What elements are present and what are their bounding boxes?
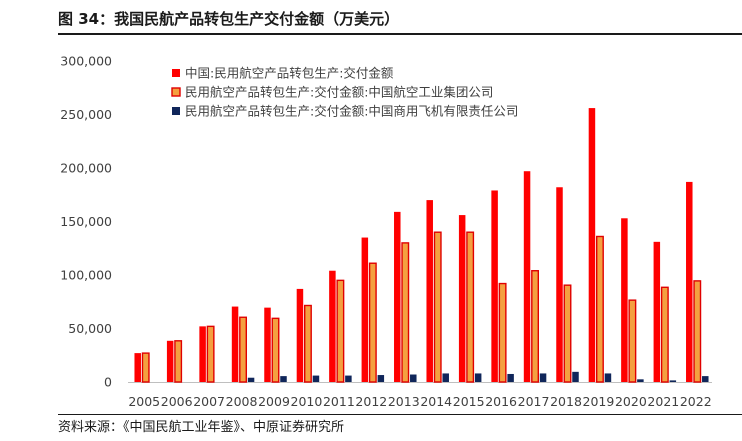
bar-series-3-2008 — [247, 377, 255, 382]
bar-series-2-2022 — [693, 280, 702, 383]
x-tick-label: 2016 — [485, 394, 517, 409]
source-rule — [58, 414, 742, 415]
source-note: 资料来源：《中国民航工业年鉴》、中原证券研究所 — [58, 420, 345, 435]
bar-series-3-2010 — [312, 375, 320, 382]
bar-series-2-2015 — [466, 231, 475, 383]
x-tick-label: 2015 — [453, 394, 485, 409]
x-tick-label: 2022 — [680, 394, 712, 409]
bar-series-3-2018 — [572, 371, 579, 382]
bar-series-1-2010 — [296, 288, 304, 382]
bar-series-1-2014 — [426, 200, 433, 382]
bar-series-3-2022 — [702, 376, 709, 382]
bar-series-2-2012 — [368, 262, 377, 383]
bar-series-1-2018 — [556, 187, 563, 382]
bar-series-1-2007 — [199, 326, 206, 382]
legend-swatch-series-3 — [172, 107, 180, 115]
y-tick-label: 150,000 — [60, 214, 112, 229]
x-tick-label: 2019 — [583, 394, 615, 409]
title-rule — [58, 33, 742, 35]
y-tick-label: 200,000 — [60, 161, 112, 176]
legend-label-series-2: 民用航空产品转包生产:交付金额:中国航空工业集团公司 — [185, 85, 493, 100]
bar-series-2-2017 — [531, 270, 540, 383]
x-tick-label: 2018 — [550, 394, 582, 409]
y-tick-label: 50,000 — [68, 321, 112, 336]
bar-series-3-2009 — [280, 376, 287, 382]
legend: 中国:民用航空产品转包生产:交付金额民用航空产品转包生产:交付金额:中国航空工业… — [171, 66, 518, 119]
bar-series-2-2011 — [336, 279, 345, 383]
x-tick-label: 2011 — [323, 394, 355, 409]
x-tick-label: 2013 — [388, 394, 420, 409]
y-tick-label: 0 — [104, 375, 112, 390]
bar-series-3-2014 — [442, 373, 449, 382]
x-tick-label: 2007 — [193, 394, 225, 409]
bar-series-2-2009 — [271, 317, 280, 383]
bar-series-1-2011 — [329, 270, 336, 382]
bar-series-2-2014 — [433, 231, 442, 383]
x-tick-label: 2021 — [647, 394, 679, 409]
bars — [134, 108, 709, 383]
x-tick-label: 2006 — [161, 394, 193, 409]
bar-series-1-2019 — [588, 108, 596, 382]
bar-series-2-2010 — [303, 304, 312, 383]
bar-series-3-2020 — [637, 379, 644, 382]
bar-series-3-2016 — [507, 373, 514, 382]
y-tick-label: 250,000 — [60, 107, 112, 122]
x-tick-label: 2014 — [420, 394, 452, 409]
bar-series-2-2013 — [401, 242, 410, 383]
bar-series-1-2016 — [491, 190, 498, 382]
bar-series-3-2017 — [539, 373, 547, 382]
bar-series-1-2008 — [231, 306, 239, 382]
legend-label-series-3: 民用航空产品转包生产:交付金额:中国商用飞机有限责任公司 — [185, 104, 518, 119]
y-tick-label: 300,000 — [60, 54, 112, 69]
x-axis: 2005 2006 2007 2008 2009 2010 2011 2012 2013 2014… — [128, 382, 712, 409]
x-tick-label: 2010 — [291, 394, 323, 409]
bar-series-1-2017 — [523, 171, 531, 382]
y-tick-label: 100,000 — [60, 268, 112, 283]
x-tick-label: 2008 — [226, 394, 258, 409]
bar-series-1-2021 — [653, 241, 661, 382]
x-tick-label: 2005 — [128, 394, 160, 409]
bar-series-1-2022 — [686, 181, 693, 382]
x-tick-label: 2012 — [355, 394, 387, 409]
x-tick-label: 2009 — [258, 394, 290, 409]
bar-series-2-2018 — [563, 284, 572, 383]
bar-series-3-2019 — [604, 373, 612, 382]
bar-series-1-2012 — [361, 237, 369, 382]
bar-series-2-2019 — [595, 235, 604, 383]
bar-series-3-2012 — [377, 375, 385, 382]
bar-series-3-2021 — [669, 380, 677, 382]
bar-series-1-2006 — [166, 340, 174, 382]
bar-series-2-2020 — [628, 299, 637, 383]
bar-series-3-2013 — [410, 374, 417, 382]
figure-title: 图 34：我国民航产品转包生产交付金额（万美元） — [58, 10, 400, 28]
bar-series-2-2007 — [206, 325, 215, 383]
bar-series-2-2006 — [174, 340, 183, 383]
y-axis: 0 50,000 100,000 150,000 200,000 250,000 300,0… — [60, 54, 112, 390]
x-tick-label: 2017 — [518, 394, 550, 409]
bar-series-2-2008 — [239, 316, 248, 383]
bar-series-1-2015 — [458, 215, 466, 382]
bar-series-1-2020 — [621, 218, 628, 382]
legend-swatch-series-2 — [171, 87, 181, 97]
bar-series-2-2021 — [660, 286, 669, 383]
bar-series-1-2013 — [394, 211, 401, 382]
bar-series-3-2015 — [474, 373, 482, 382]
bar-series-2-2005 — [141, 352, 150, 383]
x-tick-label: 2020 — [615, 394, 647, 409]
bar-series-1-2009 — [264, 307, 271, 382]
bar-series-3-2011 — [345, 375, 352, 382]
legend-label-series-1: 中国:民用航空产品转包生产:交付金额 — [185, 66, 394, 81]
bar-series-1-2005 — [134, 353, 141, 382]
legend-swatch-series-1 — [172, 69, 180, 77]
bar-series-2-2016 — [498, 282, 507, 383]
